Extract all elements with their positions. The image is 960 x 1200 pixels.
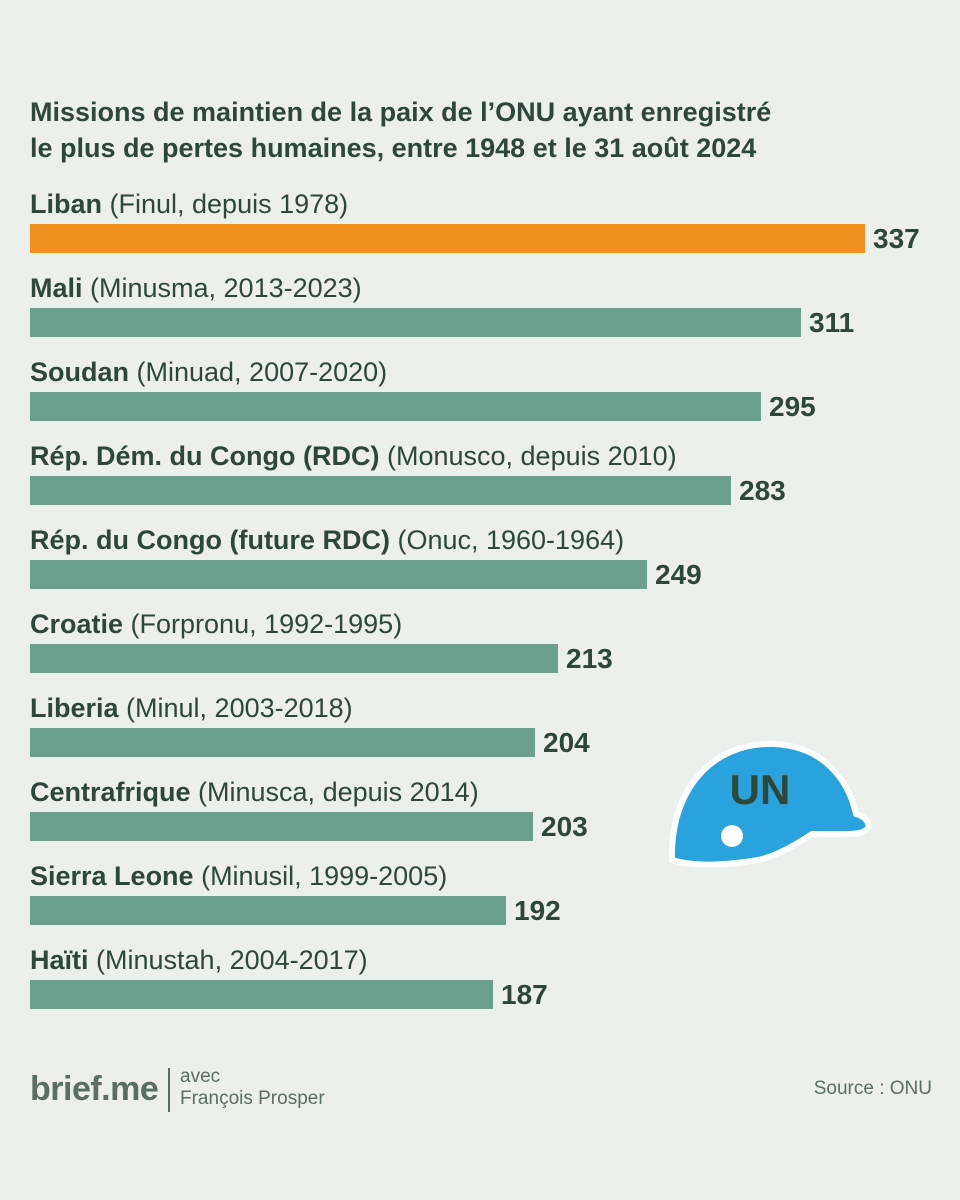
data-label: 213 (566, 643, 613, 675)
row-label: Sierra Leone (Minusil, 1999-2005) (30, 860, 447, 892)
source-note: Source : ONU (814, 1078, 932, 1100)
mission-name: (Minusil, 1999-2005) (194, 861, 448, 891)
country-name: Rép. Dém. du Congo (RDC) (30, 441, 379, 471)
country-name: Sierra Leone (30, 861, 194, 891)
country-name: Liberia (30, 693, 119, 723)
row-label: Liban (Finul, depuis 1978) (30, 188, 348, 220)
country-name: Haïti (30, 945, 89, 975)
data-label: 311 (809, 307, 854, 339)
bar (30, 728, 535, 757)
bar-highlight (30, 224, 865, 253)
data-label: 203 (541, 811, 588, 843)
country-name: Liban (30, 189, 102, 219)
mission-name: (Minusma, 2013-2023) (83, 273, 362, 303)
row-label: Haïti (Minustah, 2004-2017) (30, 944, 368, 976)
bar (30, 644, 558, 673)
row-label: Rép. Dém. du Congo (RDC) (Monusco, depui… (30, 440, 677, 472)
un-helmet-icon: UN (662, 730, 874, 880)
row-label: Mali (Minusma, 2013-2023) (30, 272, 362, 304)
data-label: 204 (543, 727, 590, 759)
country-name: Centrafrique (30, 777, 191, 807)
data-label: 192 (514, 895, 561, 927)
country-name: Mali (30, 273, 83, 303)
row-label: Rép. du Congo (future RDC) (Onuc, 1960-1… (30, 524, 624, 556)
mission-name: (Forpronu, 1992-1995) (123, 609, 402, 639)
bar (30, 896, 506, 925)
data-label: 337 (873, 223, 920, 255)
bar (30, 476, 731, 505)
country-name: Soudan (30, 357, 129, 387)
mission-name: (Onuc, 1960-1964) (390, 525, 624, 555)
data-label: 283 (739, 475, 786, 507)
data-label: 249 (655, 559, 702, 591)
mission-name: (Minustah, 2004-2017) (89, 945, 368, 975)
bar (30, 308, 801, 337)
row-label: Liberia (Minul, 2003-2018) (30, 692, 353, 724)
bar (30, 560, 647, 589)
mission-name: (Minusca, depuis 2014) (191, 777, 479, 807)
mission-name: (Finul, depuis 1978) (102, 189, 348, 219)
author-credit: avec François Prosper (180, 1066, 325, 1110)
footer-divider (168, 1068, 170, 1112)
data-label: 295 (769, 391, 816, 423)
mission-name: (Monusco, depuis 2010) (379, 441, 676, 471)
bar (30, 812, 533, 841)
country-name: Croatie (30, 609, 123, 639)
data-label: 187 (501, 979, 548, 1011)
country-name: Rép. du Congo (future RDC) (30, 525, 390, 555)
row-label: Croatie (Forpronu, 1992-1995) (30, 608, 402, 640)
helmet-text: UN (730, 766, 791, 813)
row-label: Soudan (Minuad, 2007-2020) (30, 356, 387, 388)
row-label: Centrafrique (Minusca, depuis 2014) (30, 776, 479, 808)
mission-name: (Minul, 2003-2018) (119, 693, 353, 723)
credit-author: François Prosper (180, 1088, 325, 1110)
mission-name: (Minuad, 2007-2020) (129, 357, 387, 387)
bar (30, 980, 493, 1009)
bar (30, 392, 761, 421)
credit-prefix: avec (180, 1066, 325, 1088)
brand-logo: brief.me (30, 1070, 158, 1109)
